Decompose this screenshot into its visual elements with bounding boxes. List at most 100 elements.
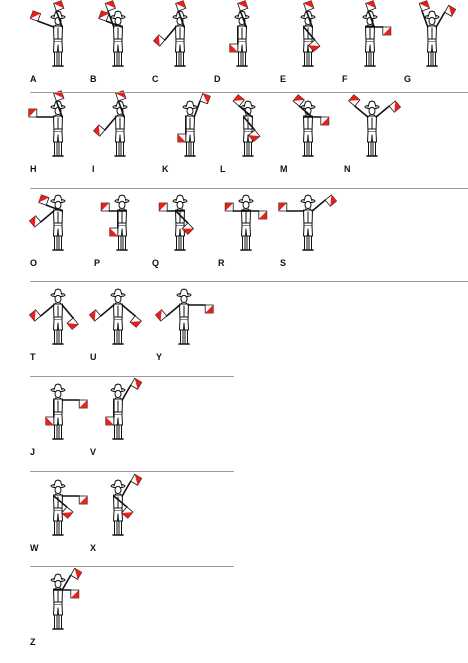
signaller-figure: [110, 288, 126, 345]
flag-red-half: [159, 203, 168, 211]
semaphore-figure-a: A: [29, 0, 80, 84]
hat-crown: [53, 573, 63, 581]
arm-left: [121, 480, 132, 497]
flag-red-half: [74, 568, 82, 580]
legs: [304, 141, 312, 157]
shorts: [365, 41, 375, 53]
semaphore-illustration: [362, 0, 392, 67]
shorts: [185, 131, 195, 143]
arm-left: [193, 100, 201, 118]
hat-crown: [303, 100, 313, 108]
flag-red-half: [419, 0, 430, 9]
signaller-figure: [362, 10, 378, 67]
semaphore-illustration: [93, 90, 128, 157]
flag-left: [129, 315, 142, 328]
flag-red-half: [29, 215, 36, 228]
head: [186, 106, 194, 116]
semaphore-figure-n: N: [344, 94, 402, 174]
flag-right: [153, 34, 166, 47]
head: [54, 200, 62, 210]
semaphore-figure-j: J: [30, 381, 88, 457]
flag-red-half: [182, 228, 194, 235]
flag-red-half: [105, 0, 116, 9]
arm-left: [367, 10, 376, 28]
flag-right: [28, 108, 38, 118]
flag-right: [105, 416, 115, 426]
letter-label: L: [220, 164, 226, 174]
flag-red-half: [89, 309, 96, 322]
flag-left: [232, 94, 245, 107]
arm-right: [353, 105, 369, 118]
hat-crown: [241, 194, 251, 202]
hat-crown: [113, 479, 123, 487]
letter-label: Z: [30, 637, 36, 647]
flag-red-half: [394, 100, 401, 113]
flag-right: [70, 589, 80, 599]
head: [54, 389, 62, 399]
arm-right: [112, 495, 128, 508]
legs: [176, 51, 184, 67]
flag-red-half: [38, 194, 49, 203]
signaller-figure: [172, 194, 188, 251]
shorts: [53, 131, 63, 143]
flag-right: [382, 26, 392, 36]
semaphore-figure-w: W: [30, 477, 88, 553]
semaphore-figure-h: H: [28, 90, 80, 174]
shorts: [241, 225, 251, 237]
flag-red-half: [30, 10, 41, 19]
hat-crown: [53, 479, 63, 487]
hat-crown: [179, 288, 189, 296]
flag-red-half: [175, 0, 186, 9]
flag-right: [104, 0, 117, 12]
legs: [428, 51, 436, 67]
semaphore-figure-s: S: [278, 192, 338, 268]
head: [114, 16, 122, 26]
semaphore-figure-o: O: [28, 192, 80, 268]
shorts: [303, 131, 313, 143]
hat-crown: [427, 10, 437, 18]
flag-right: [181, 222, 195, 235]
legs: [54, 614, 62, 630]
semaphore-illustration: [105, 377, 143, 440]
semaphore-illustration: [153, 0, 188, 67]
arm-right: [302, 26, 316, 41]
letter-label: M: [280, 164, 288, 174]
legs: [242, 235, 250, 251]
legs: [368, 141, 376, 157]
signaller-figure: [240, 100, 256, 157]
shorts: [113, 319, 123, 331]
legs: [54, 424, 62, 440]
letter-label: X: [90, 543, 97, 553]
legs: [118, 235, 126, 251]
shorts: [367, 131, 377, 143]
flag-right: [348, 94, 361, 107]
letter-label: N: [344, 164, 351, 174]
shorts: [175, 41, 185, 53]
shorts: [179, 319, 189, 331]
letter-label: W: [30, 543, 39, 553]
legs: [304, 51, 312, 67]
arm-right: [421, 10, 429, 28]
flag-red-half: [53, 0, 64, 9]
flag-red-half: [330, 194, 337, 207]
shorts: [53, 510, 63, 522]
signaller-figure: [50, 479, 66, 536]
signaller-figure: [176, 288, 192, 345]
flag-red-half: [130, 321, 142, 328]
legs: [54, 51, 62, 67]
legs: [180, 329, 188, 345]
flag-left: [444, 4, 457, 17]
semaphore-figure-v: V: [90, 377, 143, 457]
semaphore-illustration: [154, 288, 214, 345]
hat-crown: [113, 10, 123, 18]
arm-left: [121, 304, 137, 317]
semaphore-figure-x: X: [90, 473, 143, 553]
flag-right: [418, 0, 431, 12]
head: [118, 200, 126, 210]
semaphore-figure-k: K: [162, 92, 212, 174]
arm-left: [45, 204, 64, 212]
flag-right: [88, 309, 102, 322]
flag-left: [237, 0, 249, 12]
semaphore-illustration: [300, 0, 321, 67]
letter-label: O: [30, 258, 38, 268]
